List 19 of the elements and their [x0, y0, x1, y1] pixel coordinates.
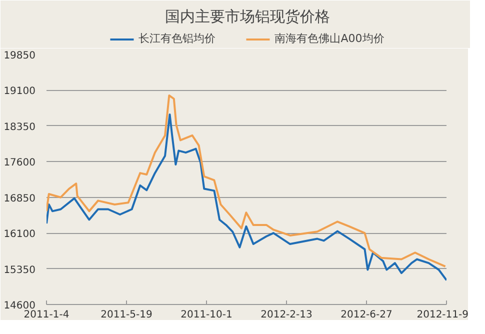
y-tick-label: 19850 — [4, 50, 36, 62]
y-tick-label: 16850 — [4, 193, 36, 204]
x-tick-label: 2012-6-27 — [340, 310, 392, 320]
y-tick-label: 19100 — [4, 86, 36, 98]
y-tick-label: 17600 — [4, 158, 36, 169]
y-tick-label: 16100 — [4, 229, 36, 240]
y-tick-label: 15350 — [4, 264, 36, 276]
x-tick-label: 2012-2-13 — [260, 310, 312, 320]
x-tick-label: 2011-10-1 — [180, 310, 232, 320]
legend-label: 南海有色佛山A00均价 — [274, 31, 384, 46]
x-tick-label: 2011-1-4 — [24, 310, 70, 320]
line-series — [46, 114, 446, 282]
x-tick-label: 2011-5-19 — [100, 310, 152, 320]
y-tick-label: 18350 — [4, 122, 36, 133]
x-tick-label: 2012-11-9 — [416, 310, 469, 320]
y-tick-label: 14600 — [4, 300, 36, 312]
chart-title: 国内主要市场铝现货价格 — [165, 8, 330, 26]
line-series — [46, 94, 446, 268]
legend-label: 长江有色铝均价 — [138, 31, 216, 46]
